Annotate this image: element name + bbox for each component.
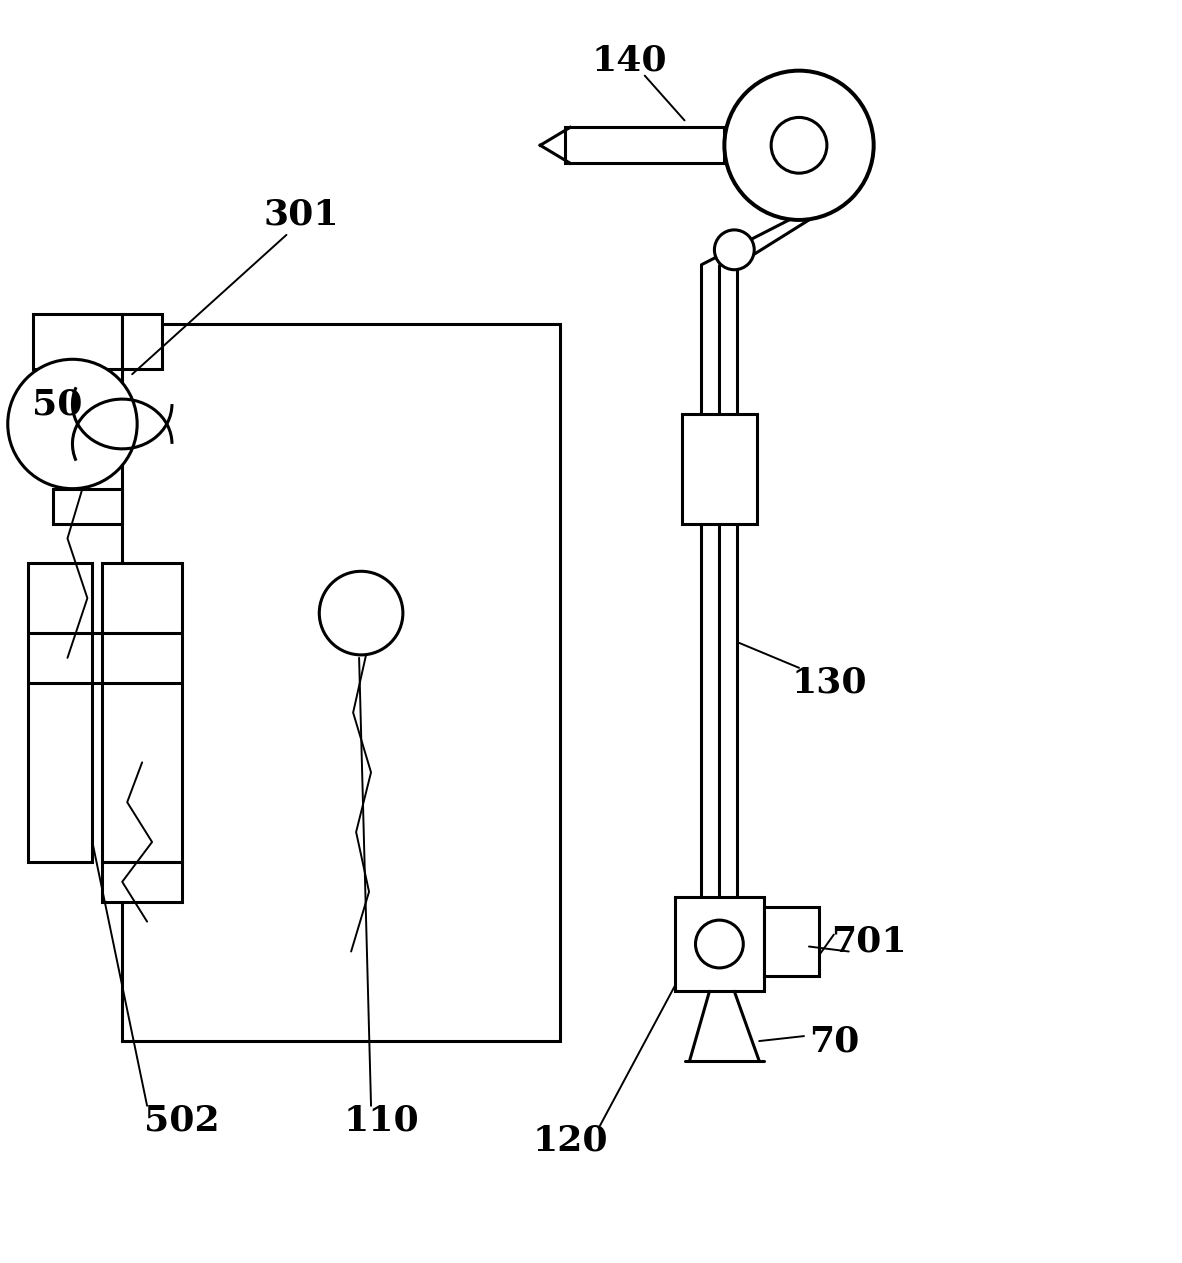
Bar	[682, 414, 758, 523]
Bar	[765, 907, 819, 976]
Bar	[675, 897, 765, 991]
Text: 130: 130	[791, 666, 866, 700]
Text: 502: 502	[144, 1104, 220, 1138]
Bar	[27, 563, 92, 861]
Circle shape	[8, 359, 137, 489]
Bar	[103, 563, 182, 861]
Text: 140: 140	[592, 44, 668, 78]
Bar	[122, 325, 560, 1041]
Text: 70: 70	[808, 1024, 859, 1058]
Text: 110: 110	[343, 1104, 418, 1138]
Bar	[122, 314, 162, 369]
Bar	[52, 489, 122, 523]
Circle shape	[714, 230, 754, 270]
Circle shape	[319, 571, 403, 655]
Text: 301: 301	[264, 198, 339, 232]
Text: 701: 701	[831, 925, 907, 959]
Bar	[565, 128, 725, 163]
Text: 120: 120	[532, 1124, 608, 1158]
Bar	[33, 314, 122, 369]
Bar	[103, 861, 182, 902]
Circle shape	[725, 71, 873, 220]
Circle shape	[771, 117, 827, 173]
Circle shape	[695, 921, 743, 967]
Text: 50: 50	[32, 386, 83, 421]
